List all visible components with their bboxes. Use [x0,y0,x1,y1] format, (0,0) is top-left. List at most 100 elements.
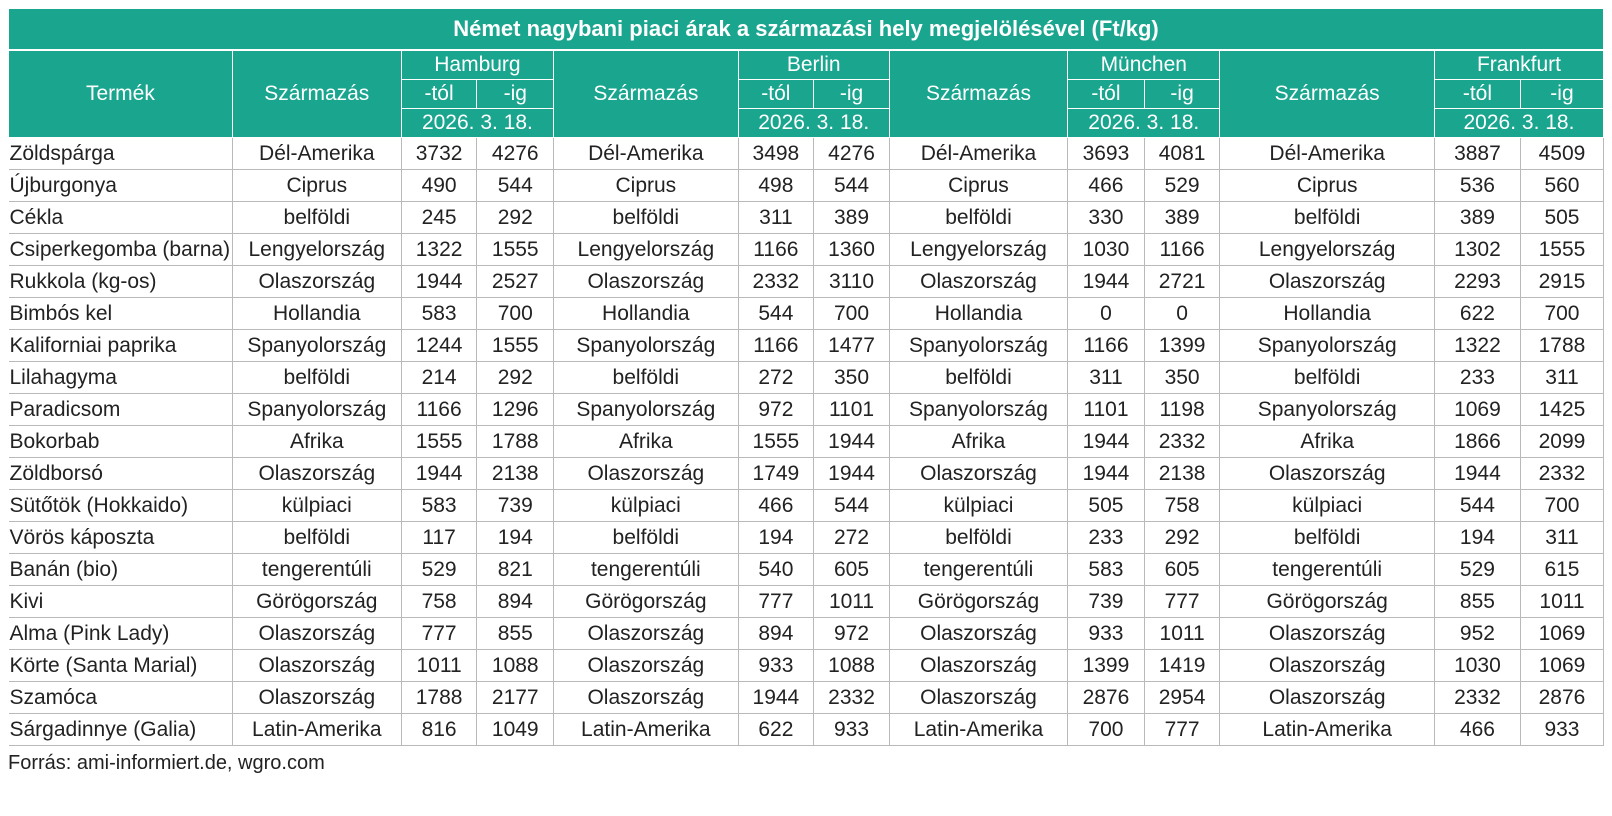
price-from-cell: 1555 [738,425,815,458]
product-cell: Zöldspárga [8,137,233,170]
origin-cell: Spanyolország [889,393,1069,426]
from-header: -tól [737,79,815,109]
table-row: Sárgadinnye (Galia) Latin-Amerika 816 1049 L… [8,713,1605,746]
price-to-cell: 2332 [1144,425,1221,458]
table-row: Kaliforniai paprika Spanyolország 1244 1555… [8,329,1605,362]
price-from-cell: 972 [738,393,815,426]
origin-cell: Olaszország [889,617,1069,650]
price-to-cell: 4509 [1520,137,1605,170]
price-from-cell: 1322 [401,233,478,266]
to-header: -ig [476,79,555,109]
price-from-cell: 894 [738,617,815,650]
price-to-cell: 560 [1520,169,1605,202]
origin-cell: Olaszország [1219,265,1435,298]
price-from-cell: 330 [1067,201,1145,234]
city-header-hamburg: Hamburg [400,49,555,80]
price-to-cell: 1011 [813,585,890,618]
origin-cell: belföldi [1219,521,1435,554]
price-from-cell: 272 [738,361,815,394]
date-header: 2026. 3. 18. [737,108,890,138]
price-to-cell: 1296 [476,393,555,426]
origin-cell: Latin-Amerika [553,713,739,746]
origin-cell: Spanyolország [889,329,1069,362]
price-from-cell: 389 [1434,201,1521,234]
price-to-cell: 0 [1144,297,1221,330]
price-to-cell: 1101 [813,393,890,426]
origin-cell: Afrika [889,425,1069,458]
origin-cell: Spanyolország [232,329,402,362]
origin-cell: külpiaci [232,489,402,522]
price-to-cell: 311 [1520,361,1605,394]
to-header: -ig [1143,79,1221,109]
price-to-cell: 821 [476,553,555,586]
price-from-cell: 1944 [1067,265,1145,298]
origin-cell: Olaszország [553,617,739,650]
date-header: 2026. 3. 18. [1433,108,1605,138]
origin-cell: Latin-Amerika [889,713,1069,746]
price-to-cell: 2138 [1144,457,1221,490]
price-from-cell: 1749 [738,457,815,490]
origin-cell: belföldi [553,201,739,234]
origin-cell: belföldi [232,201,402,234]
table-title: Német nagybani piaci árak a származási h… [8,8,1604,51]
table-row: Paradicsom Spanyolország 1166 1296 Spanyolor… [8,393,1605,426]
table-row: Alma (Pink Lady) Olaszország 777 855 Olaszor… [8,617,1605,650]
price-to-cell: 389 [1144,201,1221,234]
price-from-cell: 1166 [738,329,815,362]
price-from-cell: 466 [1067,169,1145,202]
price-from-cell: 1244 [401,329,478,362]
origin-cell: Olaszország [232,681,402,714]
price-from-cell: 777 [738,585,815,618]
origin-cell: belföldi [553,361,739,394]
price-to-cell: 700 [476,297,555,330]
price-to-cell: 933 [1520,713,1605,746]
price-to-cell: 758 [1144,489,1221,522]
product-cell: Kaliforniai paprika [8,329,233,362]
price-to-cell: 2876 [1520,681,1605,714]
price-to-cell: 194 [476,521,555,554]
price-to-cell: 3110 [813,265,890,298]
origin-cell: tengerentúli [889,553,1069,586]
price-to-cell: 544 [476,169,555,202]
price-from-cell: 1944 [738,681,815,714]
product-cell: Sütőtök (Hokkaido) [8,489,233,522]
table-row: Újburgonya Ciprus 490 544 Ciprus 498 544 Ciprus… [8,169,1605,202]
price-to-cell: 1088 [813,649,890,682]
price-to-cell: 2099 [1520,425,1605,458]
origin-cell: Latin-Amerika [232,713,402,746]
product-cell: Sárgadinnye (Galia) [8,713,233,746]
origin-cell: Olaszország [1219,649,1435,682]
origin-cell: Olaszország [889,649,1069,682]
price-from-cell: 777 [401,617,478,650]
price-to-cell: 1788 [1520,329,1605,362]
price-from-cell: 583 [1067,553,1145,586]
table-row: Zöldspárga Dél-Amerika 3732 4276 Dél-Amerika… [8,137,1605,170]
date-header: 2026. 3. 18. [400,108,555,138]
price-from-cell: 466 [1434,713,1521,746]
price-to-cell: 700 [1520,297,1605,330]
price-to-cell: 292 [476,201,555,234]
origin-cell: Dél-Amerika [232,137,402,170]
origin-cell: külpiaci [889,489,1069,522]
price-to-cell: 311 [1520,521,1605,554]
table-row: Szamóca Olaszország 1788 2177 Olaszország 194… [8,681,1605,714]
price-to-cell: 1555 [476,233,555,266]
origin-cell: Görögország [232,585,402,618]
price-to-cell: 2527 [476,265,555,298]
origin-cell: Hollandia [1219,297,1435,330]
from-header: -tól [1067,79,1145,109]
price-from-cell: 117 [401,521,478,554]
origin-header-hamburg: Származás [231,49,402,138]
price-to-cell: 350 [813,361,890,394]
price-to-cell: 855 [476,617,555,650]
origin-cell: Ciprus [1219,169,1435,202]
price-to-cell: 2138 [476,457,555,490]
origin-cell: Lengyelország [232,233,402,266]
origin-cell: Olaszország [232,649,402,682]
price-to-cell: 292 [1144,521,1221,554]
price-from-cell: 540 [738,553,815,586]
price-to-cell: 777 [1144,713,1221,746]
price-to-cell: 350 [1144,361,1221,394]
price-to-cell: 739 [476,489,555,522]
product-cell: Bimbós kel [8,297,233,330]
